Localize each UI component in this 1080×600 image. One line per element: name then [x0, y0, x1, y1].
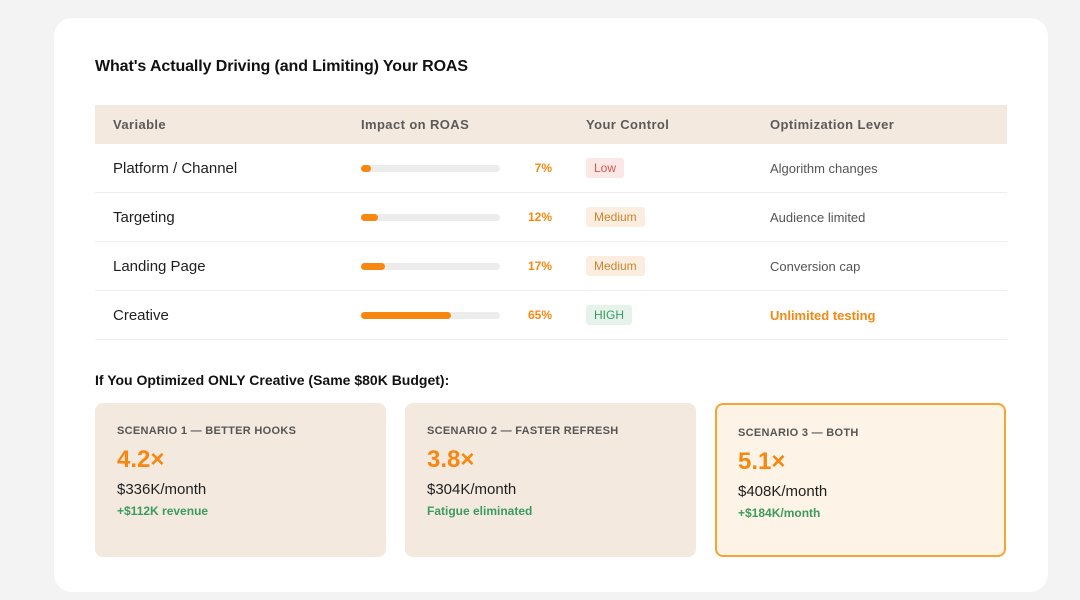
scenario-roas: 4.2× [117, 446, 165, 473]
header-control: Your Control [586, 117, 670, 132]
scenario-card-3: SCENARIO 3 — BOTH 5.1× $408K/month +$184… [715, 403, 1006, 557]
impact-percent: 12% [527, 210, 552, 224]
scenario-label: SCENARIO 3 — BOTH [738, 427, 859, 439]
scenario-card-1: SCENARIO 1 — BETTER HOOKS 4.2× $336K/mon… [95, 403, 386, 557]
lever-text: Algorithm changes [770, 160, 878, 176]
impact-bar-fill [361, 164, 371, 172]
impact-cell: 7% [361, 161, 586, 175]
scenario-roas: 3.8× [427, 446, 475, 473]
scenario-label: SCENARIO 1 — BETTER HOOKS [117, 425, 297, 437]
impact-bar [361, 311, 500, 319]
scenario-roas: 5.1× [738, 448, 786, 475]
scenario-note: Fatigue eliminated [427, 504, 533, 518]
table-row: Creative 65% HIGH Unlimited testing [95, 291, 1007, 340]
scenario-revenue: $408K/month [738, 483, 828, 500]
scenario-heading: If You Optimized ONLY Creative (Same $80… [95, 372, 450, 388]
section-title: What's Actually Driving (and Limiting) Y… [95, 58, 468, 75]
table-row: Platform / Channel 7% Low Algorithm chan… [95, 144, 1007, 193]
impact-cell: 65% [361, 308, 586, 322]
scenario-note: +$184K/month [738, 506, 821, 520]
scenario-revenue: $336K/month [117, 481, 207, 498]
scenario-note: +$112K revenue [117, 504, 209, 518]
impact-cell: 12% [361, 210, 586, 224]
impact-percent: 17% [527, 259, 552, 273]
impact-bar [361, 262, 500, 270]
header-impact: Impact on ROAS [361, 117, 470, 132]
variable-name: Landing Page [113, 257, 206, 275]
header-lever: Optimization Lever [770, 117, 895, 132]
impact-percent: 65% [527, 308, 552, 322]
roas-drivers-table: Variable Impact on ROAS Your Control Opt… [95, 105, 1007, 340]
table-header: Variable Impact on ROAS Your Control Opt… [95, 105, 1007, 144]
impact-cell: 17% [361, 259, 586, 273]
impact-bar-fill [361, 213, 378, 221]
lever-text: Unlimited testing [770, 307, 876, 323]
table-row: Targeting 12% Medium Audience limited [95, 193, 1007, 242]
impact-bar [361, 164, 500, 172]
control-badge: Medium [586, 207, 645, 227]
impact-percent: 7% [534, 161, 552, 175]
control-badge: Medium [586, 256, 645, 276]
impact-bar-fill [361, 262, 385, 270]
impact-bar-fill [361, 311, 452, 319]
scenario-card-2: SCENARIO 2 — FASTER REFRESH 3.8× $304K/m… [405, 403, 696, 557]
lever-text: Conversion cap [770, 258, 861, 274]
lever-text: Audience limited [770, 209, 866, 225]
scenario-label: SCENARIO 2 — FASTER REFRESH [427, 425, 619, 437]
header-variable: Variable [113, 117, 167, 132]
control-badge: HIGH [586, 305, 632, 325]
impact-bar [361, 213, 500, 221]
variable-name: Targeting [113, 208, 175, 226]
variable-name: Creative [113, 306, 169, 324]
control-badge: Low [586, 158, 625, 178]
table-row: Landing Page 17% Medium Conversion cap [95, 242, 1007, 291]
scenario-revenue: $304K/month [427, 481, 517, 498]
variable-name: Platform / Channel [113, 159, 238, 177]
